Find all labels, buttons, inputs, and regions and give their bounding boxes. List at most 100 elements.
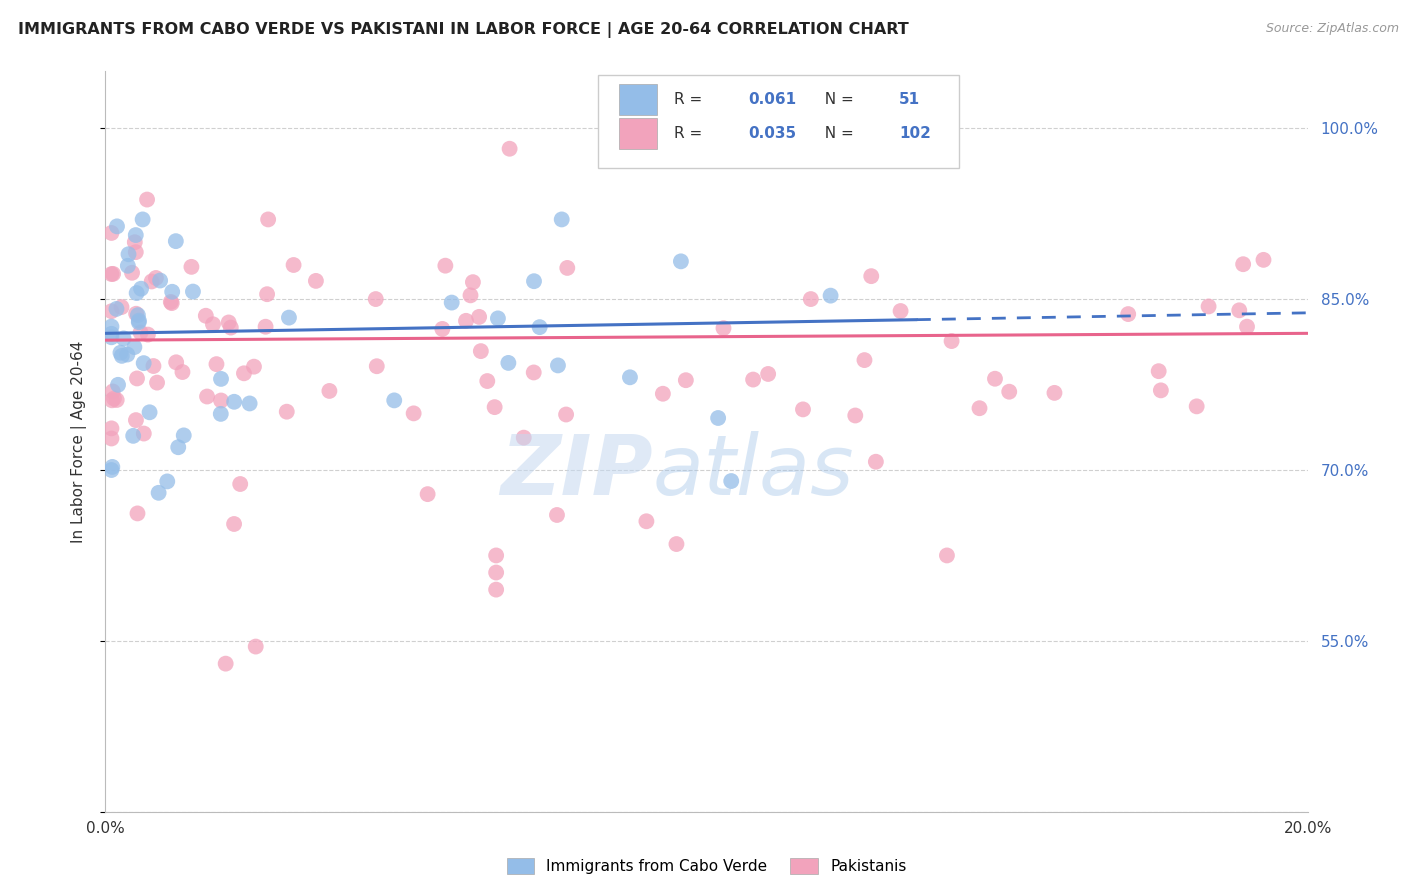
Text: 102: 102 — [898, 126, 931, 141]
Point — [1232, 257, 1254, 271]
Point — [416, 487, 439, 501]
Point — [1253, 252, 1275, 267]
Point — [675, 373, 697, 387]
Point — [145, 271, 167, 285]
Point — [498, 356, 520, 370]
Point — [101, 384, 124, 399]
Point — [100, 304, 122, 318]
Text: R =: R = — [673, 92, 707, 107]
Point — [283, 258, 305, 272]
Point — [124, 235, 146, 250]
Point — [434, 259, 457, 273]
Point — [110, 345, 132, 359]
Point — [1185, 400, 1208, 414]
Point — [132, 356, 155, 370]
Point — [127, 507, 149, 521]
Point — [125, 307, 148, 321]
Point — [485, 549, 508, 563]
Point — [100, 432, 122, 446]
Point — [402, 406, 425, 420]
Point — [305, 274, 328, 288]
Point — [844, 409, 866, 423]
Point — [141, 275, 163, 289]
Point — [117, 247, 139, 261]
Point — [181, 285, 204, 299]
Point — [125, 228, 148, 243]
Point — [142, 359, 165, 373]
Point — [477, 374, 499, 388]
Point — [165, 234, 187, 248]
Point — [364, 292, 387, 306]
Point — [486, 311, 509, 326]
Point — [860, 269, 883, 284]
Point — [117, 347, 139, 361]
Point — [257, 212, 280, 227]
Point — [707, 411, 730, 425]
Point — [742, 373, 765, 387]
Point — [1227, 303, 1250, 318]
Point — [149, 273, 172, 287]
Text: ZIP: ZIP — [499, 431, 652, 512]
Point — [125, 286, 148, 301]
Point — [173, 428, 195, 442]
Point — [148, 485, 170, 500]
Text: 0.035: 0.035 — [748, 126, 797, 141]
Point — [1236, 319, 1258, 334]
Point — [555, 408, 578, 422]
Point — [485, 582, 508, 597]
Point — [485, 566, 508, 580]
Point — [233, 367, 256, 381]
Point — [256, 287, 278, 301]
Point — [278, 310, 301, 325]
Point — [239, 396, 262, 410]
Point — [146, 376, 169, 390]
Point — [636, 514, 658, 528]
Text: IMMIGRANTS FROM CABO VERDE VS PAKISTANI IN LABOR FORCE | AGE 20-64 CORRELATION C: IMMIGRANTS FROM CABO VERDE VS PAKISTANI … — [18, 22, 910, 38]
Point — [111, 349, 134, 363]
Point — [105, 219, 128, 234]
Point — [1150, 384, 1173, 398]
Point — [382, 393, 405, 408]
Point — [100, 319, 122, 334]
Point — [547, 359, 569, 373]
Point — [792, 402, 814, 417]
Point — [969, 401, 991, 416]
Point — [546, 508, 568, 522]
Point — [454, 314, 477, 328]
Point — [224, 394, 246, 409]
Point — [820, 288, 842, 302]
Point — [254, 319, 277, 334]
Point — [128, 315, 150, 329]
Point — [131, 212, 153, 227]
Point — [112, 331, 135, 345]
Point — [245, 640, 267, 654]
Point — [529, 320, 551, 334]
Point — [180, 260, 202, 274]
Point — [229, 477, 252, 491]
Point — [1116, 307, 1139, 321]
Point — [129, 282, 152, 296]
Point — [132, 426, 155, 441]
Point — [105, 392, 128, 407]
Point — [555, 260, 578, 275]
Point — [209, 393, 232, 408]
Point — [129, 326, 152, 340]
Point — [865, 455, 887, 469]
Point — [468, 310, 491, 324]
Point — [669, 254, 692, 268]
Point — [124, 340, 146, 354]
Point — [127, 308, 149, 322]
Point — [318, 384, 340, 398]
Text: N =: N = — [814, 92, 853, 107]
Point — [117, 259, 139, 273]
Point — [205, 357, 228, 371]
Bar — [619, 84, 657, 115]
Point — [936, 549, 959, 563]
Text: Source: ZipAtlas.com: Source: ZipAtlas.com — [1265, 22, 1399, 36]
Point — [172, 365, 194, 379]
Point — [890, 304, 912, 318]
Y-axis label: In Labor Force | Age 20-64: In Labor Force | Age 20-64 — [72, 341, 87, 542]
Point — [136, 193, 159, 207]
Point — [101, 393, 124, 408]
Point — [756, 367, 779, 381]
